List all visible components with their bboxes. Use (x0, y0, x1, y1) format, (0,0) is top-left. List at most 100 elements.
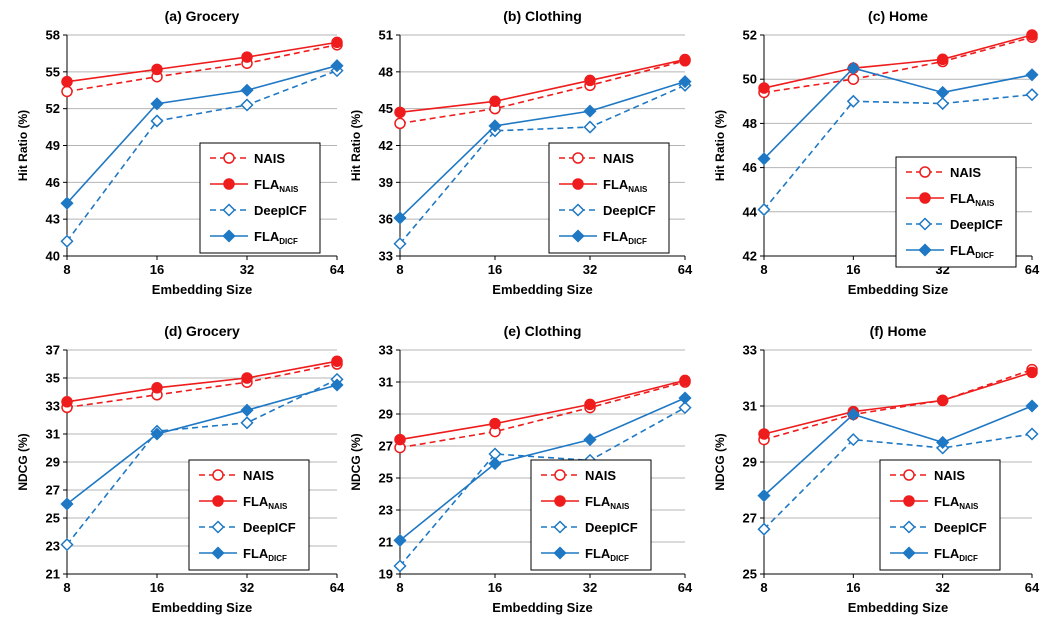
series-line-1 (763, 368, 1033, 441)
x-tick-label: 64 (1025, 580, 1040, 595)
x-axis-label: Embedding Size (152, 600, 252, 615)
y-tick-label: 52 (46, 101, 60, 116)
series-line-4 (66, 64, 338, 204)
y-tick-label: 45 (379, 101, 393, 116)
y-tick-label: 40 (46, 249, 60, 264)
x-tick-label: 16 (846, 262, 860, 277)
chart-title: (f) Home (870, 323, 927, 339)
data-point (846, 61, 860, 75)
x-tick-label: 64 (1025, 262, 1040, 277)
data-point (60, 497, 74, 511)
data-point (584, 398, 596, 411)
chart-panel-4: (d) Grocery 21 23 25 27 29 31 33 35 37 8 16 32 64 Embe… (16, 323, 345, 615)
chart-panel-2: (b) Clothing 33 36 39 42 45 48 51 8 16 32 64 Embeddi… (349, 8, 693, 297)
y-tick-label: 37 (46, 343, 60, 358)
data-point (583, 433, 597, 447)
x-tick-label: 64 (330, 262, 345, 277)
data-point (757, 522, 771, 536)
data-point (241, 372, 253, 384)
x-tick-label: 32 (935, 580, 949, 595)
data-point (758, 428, 770, 440)
legend-box (548, 142, 670, 254)
data-point (489, 417, 501, 430)
legend-label: DeepICF (254, 203, 307, 218)
data-point (846, 407, 860, 421)
legend: NAIS FLANAIS DeepICF FLADICF (548, 142, 670, 254)
legend-marker (919, 192, 931, 204)
legend-box (530, 459, 652, 571)
data-point (241, 51, 253, 63)
legend-marker (554, 495, 566, 507)
data-point (936, 435, 950, 449)
y-tick-label: 27 (46, 483, 60, 498)
x-tick-label: 8 (63, 262, 70, 277)
legend-label: NAIS (950, 165, 981, 180)
y-tick-label: 23 (379, 503, 393, 518)
chart-title: (a) Grocery (165, 8, 240, 24)
y-axis-label: NDCG (%) (349, 433, 363, 490)
chart-panel-6: (f) Home 25 27 29 31 33 8 16 32 64 Embedding Size N… (713, 323, 1040, 615)
legend-marker (222, 229, 236, 243)
series-line-3 (399, 84, 686, 245)
legend-label: FLADICF (243, 546, 287, 563)
x-tick-label: 16 (150, 262, 164, 277)
y-tick-label: 19 (379, 567, 393, 582)
data-point (394, 117, 406, 130)
series-line-2 (763, 34, 1033, 89)
data-point (678, 75, 692, 89)
y-tick-label: 46 (743, 160, 757, 175)
legend-marker (212, 495, 224, 507)
legend-marker (211, 546, 225, 560)
x-axis-label: Embedding Size (492, 600, 592, 615)
series-line-1 (66, 363, 338, 409)
legend-marker (919, 166, 931, 178)
legend: NAIS FLANAIS DeepICF FLADICF (879, 459, 1001, 571)
legend-marker (222, 203, 236, 217)
data-point (757, 489, 771, 503)
legend-marker (572, 152, 584, 164)
data-point (583, 120, 597, 134)
data-point (679, 53, 691, 66)
series-line-3 (763, 433, 1033, 530)
data-point (584, 74, 596, 87)
data-point (846, 433, 860, 447)
data-point (393, 237, 407, 251)
series-line-1 (399, 381, 686, 449)
legend-box (895, 156, 1017, 268)
data-point (393, 211, 407, 225)
x-tick-label: 32 (240, 262, 254, 277)
legend-marker (554, 469, 566, 481)
data-point (240, 83, 254, 97)
y-tick-label: 29 (46, 455, 60, 470)
y-tick-label: 49 (46, 138, 60, 153)
data-point (330, 59, 344, 73)
data-point (393, 533, 407, 547)
legend-marker (212, 469, 224, 481)
legend-label: FLANAIS (254, 177, 299, 194)
legend-label: NAIS (254, 151, 285, 166)
y-axis-label: NDCG (%) (713, 433, 727, 490)
data-point (679, 374, 691, 387)
y-tick-label: 50 (743, 72, 757, 87)
data-point (846, 94, 860, 108)
y-tick-label: 48 (379, 64, 393, 79)
x-axis-label: Embedding Size (492, 282, 592, 297)
data-point (1025, 88, 1039, 102)
y-axis-label: Hit Ratio (%) (713, 110, 727, 181)
legend-label: FLADICF (603, 229, 647, 246)
series-line-2 (399, 379, 686, 441)
data-point (678, 391, 692, 405)
chart-panel-5: (e) Clothing 19 21 23 25 27 29 31 33 8 16 32 64 Embed… (349, 323, 693, 615)
x-tick-label: 16 (846, 580, 860, 595)
series-line-4 (66, 384, 338, 505)
y-tick-label: 51 (379, 28, 393, 43)
legend-label: FLANAIS (934, 494, 979, 511)
data-point (489, 95, 501, 108)
y-tick-label: 36 (379, 212, 393, 227)
legend: NAIS FLANAIS DeepICF FLADICF (188, 459, 310, 571)
data-point (240, 98, 254, 112)
y-tick-label: 21 (379, 535, 393, 550)
legend-label: FLANAIS (243, 494, 288, 511)
data-point (150, 97, 164, 111)
